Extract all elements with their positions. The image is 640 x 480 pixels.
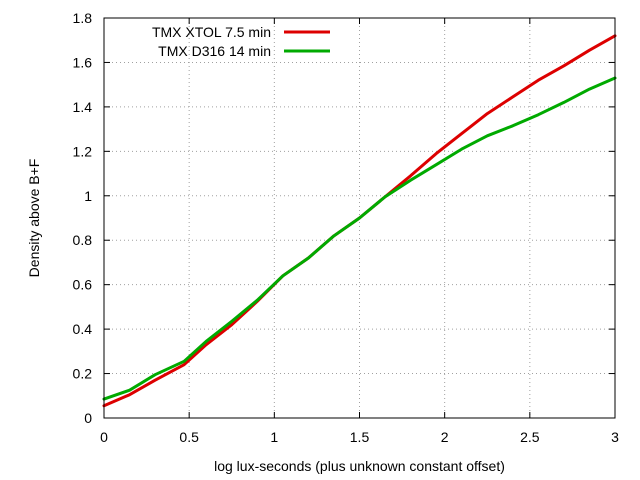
y-tick-label: 1.4	[73, 99, 93, 115]
y-tick-label: 1.2	[73, 143, 93, 159]
y-tick-label: 1.6	[73, 54, 93, 70]
legend: TMX XTOL 7.5 min TMX D316 14 min	[152, 24, 330, 59]
y-tick-label: 0.4	[73, 321, 93, 337]
y-tick-label: 0	[84, 410, 92, 426]
x-tick-label: 1.5	[350, 429, 370, 445]
x-axis-label: log lux-seconds (plus unknown constant o…	[214, 458, 505, 474]
x-tick-label: 0.5	[179, 429, 199, 445]
y-tick-label: 1	[84, 188, 92, 204]
y-axis-label: Density above B+F	[26, 159, 42, 278]
y-tick-label: 0.2	[73, 366, 93, 382]
x-tick-label: 2.5	[520, 429, 540, 445]
x-tick-label: 0	[100, 429, 108, 445]
legend-label-2: TMX D316 14 min	[158, 43, 271, 59]
x-tick-label: 2	[441, 429, 449, 445]
x-tick-label: 3	[611, 429, 619, 445]
series-line-2	[102, 76, 617, 401]
plot-frame	[103, 17, 616, 419]
series-lines	[102, 34, 617, 408]
y-tick-label: 0.8	[73, 232, 93, 248]
legend-label-1: TMX XTOL 7.5 min	[152, 24, 271, 40]
y-tick-label: 1.8	[73, 10, 93, 26]
x-tick-label: 1	[270, 429, 278, 445]
y-tick-label: 0.6	[73, 277, 93, 293]
